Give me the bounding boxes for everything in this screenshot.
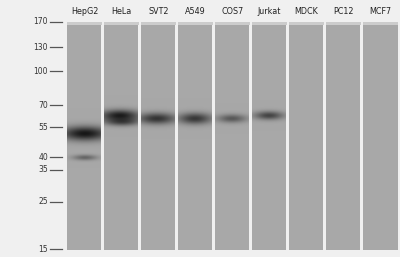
Text: 15: 15	[38, 244, 48, 253]
Text: MDCK: MDCK	[295, 7, 318, 16]
Text: 100: 100	[34, 67, 48, 76]
Text: MCF7: MCF7	[370, 7, 392, 16]
Text: 40: 40	[38, 152, 48, 161]
Text: Jurkat: Jurkat	[258, 7, 281, 16]
Text: HepG2: HepG2	[71, 7, 98, 16]
Text: 25: 25	[38, 197, 48, 207]
Text: HeLa: HeLa	[111, 7, 132, 16]
Text: 170: 170	[34, 17, 48, 26]
Text: 35: 35	[38, 166, 48, 175]
Text: 55: 55	[38, 123, 48, 132]
Text: A549: A549	[185, 7, 206, 16]
Text: SVT2: SVT2	[148, 7, 169, 16]
Text: COS7: COS7	[221, 7, 244, 16]
Text: 70: 70	[38, 100, 48, 109]
Text: 130: 130	[34, 42, 48, 51]
Text: PC12: PC12	[333, 7, 354, 16]
